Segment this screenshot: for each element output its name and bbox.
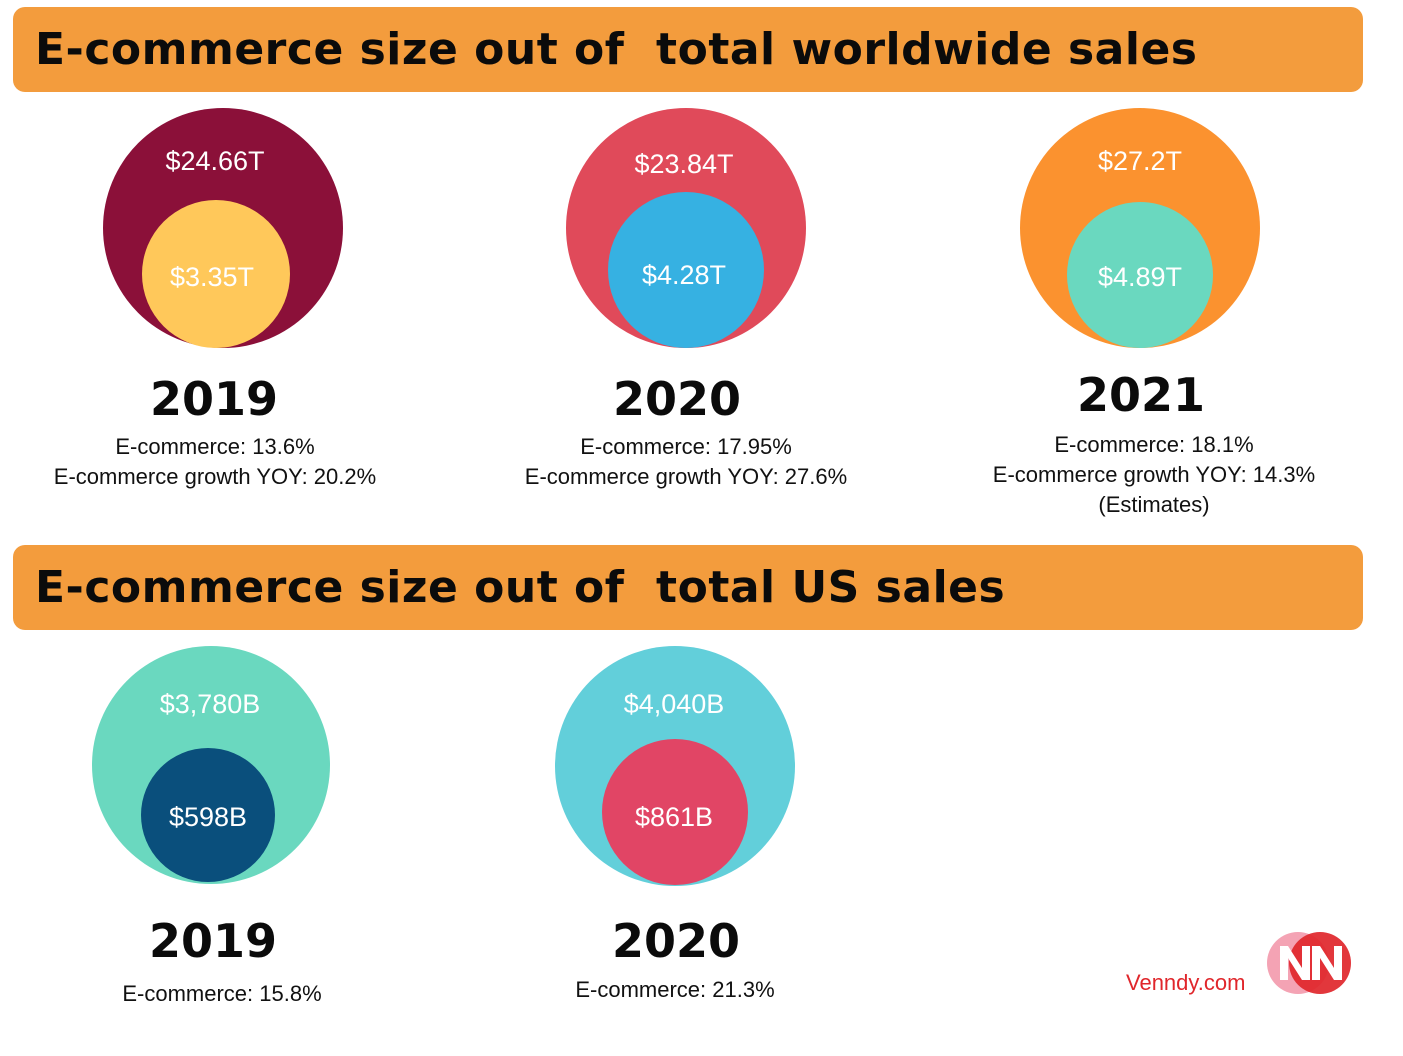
year-label-us-2019: 2019 [148, 914, 278, 968]
stat-share: E-commerce: 18.1% [1054, 432, 1254, 457]
stat-share: E-commerce: 17.95% [580, 434, 792, 459]
ecom-label: $4.89T [1098, 262, 1182, 292]
total-label: $27.2T [1098, 146, 1182, 176]
venn-us-2019: $3,780B $598B [92, 646, 330, 884]
inner-circle [141, 748, 275, 882]
inner-circle [1067, 202, 1213, 348]
ecom-label: $3.35T [170, 262, 254, 292]
stat-growth: E-commerce growth YOY: 20.2% [53, 464, 377, 489]
total-label: $4,040B [624, 689, 725, 719]
stat-share: E-commerce: 13.6% [115, 434, 315, 459]
venn-worldwide-2019: $24.66T $3.35T [103, 108, 343, 348]
total-label: $24.66T [165, 146, 264, 176]
stat-note: (Estimates) [1098, 492, 1210, 517]
year-label-2019: 2019 [149, 372, 279, 426]
brand-text: Venndy.com [1126, 970, 1246, 995]
stats-us-2020: E-commerce: 21.3% [455, 975, 895, 1005]
year-label-2021: 2021 [1076, 368, 1206, 422]
stat-share: E-commerce: 21.3% [575, 977, 775, 1002]
stats-worldwide-2020: E-commerce: 17.95% E-commerce growth YOY… [466, 432, 906, 492]
worldwide-banner: E-commerce size out of total worldwide s… [13, 7, 1363, 92]
venndy-logo [1267, 932, 1351, 994]
ecom-label: $861B [635, 802, 713, 832]
stat-share: E-commerce: 15.8% [122, 981, 322, 1006]
total-label: $23.84T [634, 149, 733, 179]
stats-worldwide-2019: E-commerce: 13.6% E-commerce growth YOY:… [0, 432, 435, 492]
venn-us-2020: $4,040B $861B [555, 646, 795, 886]
ecom-label: $598B [169, 802, 247, 832]
venn-worldwide-2020: $23.84T $4.28T [566, 108, 806, 348]
year-label-2020: 2020 [612, 372, 742, 426]
venn-worldwide-2021: $27.2T $4.89T [1020, 108, 1260, 348]
inner-circle [608, 192, 764, 348]
inner-circle [602, 739, 748, 885]
stat-growth: E-commerce growth YOY: 14.3% [992, 462, 1316, 487]
logo-monogram [1280, 946, 1342, 980]
worldwide-title: E-commerce size out of total worldwide s… [35, 24, 1198, 75]
inner-circle [142, 200, 290, 348]
us-title: E-commerce size out of total US sales [35, 562, 1006, 613]
stats-us-2019: E-commerce: 15.8% [2, 979, 442, 1009]
stats-worldwide-2021: E-commerce: 18.1% E-commerce growth YOY:… [934, 430, 1374, 520]
total-label: $3,780B [160, 689, 261, 719]
stat-growth: E-commerce growth YOY: 27.6% [524, 464, 848, 489]
ecom-label: $4.28T [642, 260, 726, 290]
us-banner: E-commerce size out of total US sales [13, 545, 1363, 630]
year-label-us-2020: 2020 [611, 914, 741, 968]
